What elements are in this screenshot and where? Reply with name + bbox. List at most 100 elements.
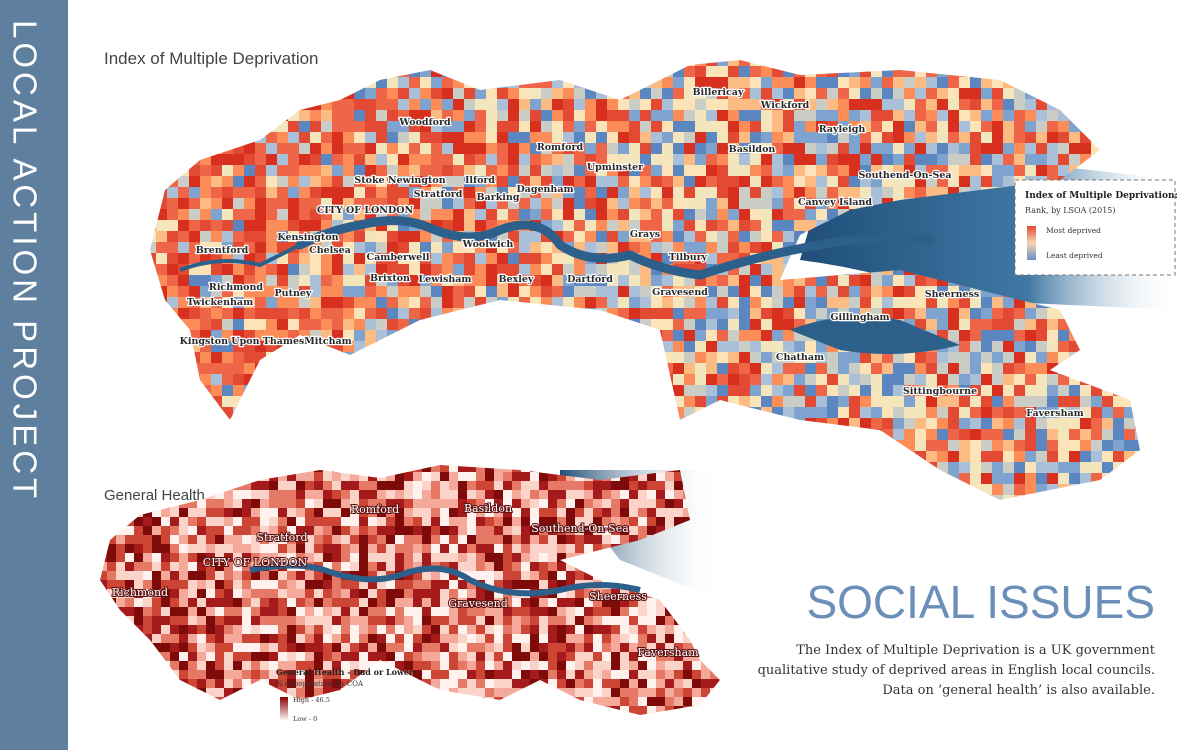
area-cell [684, 99, 696, 111]
area-cell [541, 396, 553, 408]
area-cell [431, 363, 443, 375]
area-cell [116, 697, 126, 707]
area-cell [404, 465, 414, 473]
area-cell [323, 571, 333, 581]
area-cell [486, 264, 498, 276]
area-cell [761, 132, 773, 144]
area-cell [100, 607, 108, 617]
area-cell [563, 330, 575, 342]
area-cell [794, 220, 806, 232]
area-cell [409, 60, 421, 67]
area-cell [440, 580, 450, 590]
area-cell [222, 176, 234, 188]
area-cell [314, 517, 324, 527]
area-cell [431, 715, 441, 725]
area-cell [970, 121, 982, 133]
area-cell [871, 484, 883, 496]
area-cell [420, 231, 432, 243]
area-cell [156, 88, 168, 100]
area-cell [260, 544, 270, 554]
area-cell [269, 580, 279, 590]
area-cell [860, 352, 872, 364]
area-cell [341, 562, 351, 572]
area-cell [341, 553, 351, 563]
area-cell [200, 352, 212, 364]
area-cell [251, 508, 261, 518]
area-cell [1003, 154, 1015, 166]
area-cell [343, 396, 355, 408]
area-cell [404, 607, 414, 617]
area-cell [827, 451, 839, 463]
area-cell [497, 77, 509, 89]
area-cell [1014, 407, 1026, 419]
area-cell [1080, 66, 1092, 78]
area-cell [376, 440, 388, 452]
area-cell [1014, 66, 1026, 78]
area-cell [156, 286, 168, 298]
area-cell [915, 187, 927, 199]
area-cell [332, 499, 342, 509]
area-cell [376, 451, 388, 463]
area-cell [728, 451, 740, 463]
area-cell [150, 396, 157, 408]
area-cell [783, 231, 795, 243]
area-cell [404, 634, 414, 644]
area-cell [189, 143, 201, 155]
area-cell [321, 143, 333, 155]
area-cell [116, 553, 126, 563]
area-cell [224, 465, 234, 473]
area-cell [359, 465, 369, 473]
area-cell [1014, 473, 1026, 485]
area-cell [413, 607, 423, 617]
area-cell [1080, 308, 1092, 320]
area-cell [387, 374, 399, 386]
area-cell [332, 679, 342, 689]
area-cell [871, 308, 883, 320]
area-cell [296, 598, 306, 608]
area-cell [926, 121, 938, 133]
area-cell [244, 176, 256, 188]
area-cell [662, 253, 674, 265]
area-cell [287, 465, 297, 473]
area-cell [497, 341, 509, 353]
area-cell [552, 396, 564, 408]
area-cell [1014, 110, 1026, 122]
area-cell [497, 385, 509, 397]
area-cell [404, 679, 414, 689]
area-cell [321, 385, 333, 397]
area-cell [1036, 495, 1048, 500]
area-cell [305, 598, 315, 608]
area-cell [673, 363, 685, 375]
area-cell [629, 418, 641, 430]
area-cell [728, 253, 740, 265]
area-cell [838, 418, 850, 430]
area-cell [475, 209, 487, 221]
area-cell [805, 407, 817, 419]
area-cell [838, 132, 850, 144]
area-cell [1102, 473, 1114, 485]
area-cell [398, 418, 410, 430]
area-cell [772, 462, 784, 474]
area-cell [420, 440, 432, 452]
area-cell [1058, 165, 1070, 177]
area-cell [387, 352, 399, 364]
area-cell [838, 429, 850, 441]
area-cell [152, 607, 162, 617]
area-cell [937, 77, 949, 89]
area-cell [761, 143, 773, 155]
area-cell [739, 88, 751, 100]
area-cell [449, 535, 459, 545]
area-cell [255, 143, 267, 155]
area-cell [772, 473, 784, 485]
area-cell [475, 352, 487, 364]
area-cell [486, 352, 498, 364]
area-cell [585, 352, 597, 364]
area-cell [970, 330, 982, 342]
area-cell [161, 580, 171, 590]
area-cell [179, 616, 189, 626]
area-cell [783, 341, 795, 353]
area-cell [541, 220, 553, 232]
area-cell [449, 544, 459, 554]
area-cell [321, 220, 333, 232]
area-cell [651, 308, 663, 320]
